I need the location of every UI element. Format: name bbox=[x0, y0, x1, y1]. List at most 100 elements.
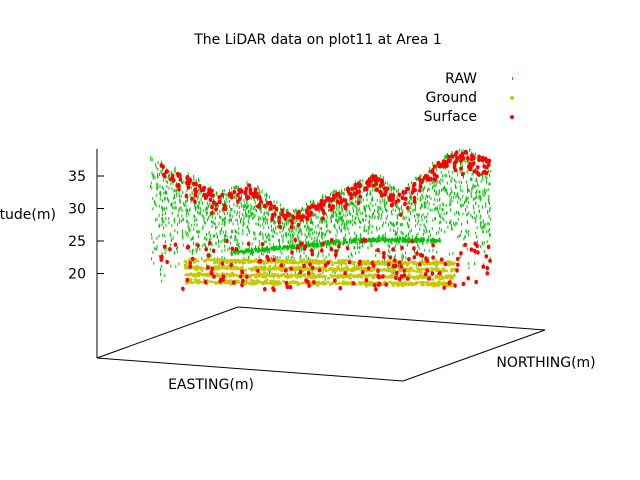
raw-point bbox=[182, 234, 184, 238]
surface-point bbox=[310, 265, 315, 270]
raw-point bbox=[236, 204, 238, 208]
raw-point bbox=[178, 192, 180, 196]
raw-point bbox=[439, 207, 441, 211]
raw-point bbox=[203, 242, 205, 246]
ground-point bbox=[262, 275, 266, 279]
ground-point bbox=[343, 262, 347, 265]
raw-point bbox=[273, 255, 275, 258]
raw-point bbox=[202, 201, 203, 205]
raw-point bbox=[151, 236, 153, 240]
raw-point bbox=[295, 214, 297, 218]
raw-point bbox=[377, 216, 379, 220]
raw-point bbox=[384, 258, 385, 262]
raw-point bbox=[335, 218, 337, 222]
surface-point bbox=[460, 172, 465, 177]
raw-point bbox=[467, 187, 468, 191]
raw-point bbox=[358, 219, 360, 223]
raw-point bbox=[398, 209, 400, 213]
raw-point bbox=[394, 249, 396, 252]
raw-point bbox=[454, 178, 456, 182]
raw-point bbox=[186, 211, 188, 215]
raw-point bbox=[365, 204, 367, 208]
raw-point bbox=[155, 163, 157, 167]
raw-point bbox=[356, 246, 358, 250]
raw-point bbox=[480, 179, 482, 183]
raw-point bbox=[343, 197, 344, 201]
raw-point bbox=[353, 239, 355, 242]
raw-point bbox=[410, 228, 412, 232]
raw-point bbox=[328, 241, 330, 245]
raw-point bbox=[318, 210, 320, 214]
raw-point bbox=[322, 232, 324, 235]
raw-point bbox=[301, 244, 303, 248]
raw-point bbox=[206, 238, 208, 241]
surface-point bbox=[394, 270, 399, 276]
surface-point bbox=[317, 268, 322, 273]
raw-point bbox=[151, 233, 153, 237]
raw-point bbox=[346, 219, 348, 223]
raw-point bbox=[228, 220, 230, 224]
raw-point bbox=[461, 230, 462, 233]
ground-point bbox=[212, 261, 216, 265]
surface-point bbox=[425, 258, 430, 263]
surface-point bbox=[325, 196, 329, 202]
raw-point bbox=[417, 197, 419, 201]
raw-point bbox=[448, 170, 450, 174]
raw-point bbox=[205, 206, 207, 210]
surface-point bbox=[384, 186, 388, 192]
raw-point bbox=[468, 229, 470, 233]
raw-point bbox=[238, 250, 241, 253]
raw-point bbox=[435, 190, 437, 194]
raw-point bbox=[167, 176, 169, 180]
raw-point bbox=[395, 240, 397, 243]
raw-point bbox=[369, 225, 371, 229]
raw-point bbox=[348, 219, 350, 223]
raw-point bbox=[209, 247, 211, 251]
raw-point bbox=[280, 211, 282, 215]
raw-point bbox=[344, 241, 346, 244]
surface-point bbox=[266, 257, 271, 262]
surface-point bbox=[170, 173, 175, 178]
raw-point bbox=[376, 228, 378, 232]
surface-point bbox=[260, 242, 265, 247]
raw-point bbox=[206, 263, 208, 267]
raw-point bbox=[391, 242, 393, 245]
raw-point bbox=[257, 185, 259, 189]
raw-point bbox=[435, 180, 437, 184]
raw-point bbox=[387, 265, 389, 269]
raw-point bbox=[234, 235, 236, 238]
raw-point bbox=[418, 247, 420, 251]
raw-point bbox=[341, 209, 343, 213]
surface-point bbox=[453, 283, 457, 288]
raw-point bbox=[349, 239, 351, 242]
surface-point bbox=[254, 191, 259, 196]
legend-marker-surface bbox=[510, 115, 514, 119]
raw-point bbox=[235, 185, 237, 189]
raw-point bbox=[220, 198, 222, 202]
ground-point bbox=[293, 281, 297, 284]
raw-point bbox=[372, 213, 373, 217]
raw-point bbox=[401, 231, 403, 235]
surface-point bbox=[290, 250, 294, 255]
raw-point bbox=[359, 220, 361, 224]
raw-point bbox=[234, 250, 237, 254]
raw-point bbox=[336, 190, 338, 194]
raw-point bbox=[214, 201, 216, 204]
raw-point bbox=[192, 249, 194, 253]
surface-point bbox=[357, 261, 362, 266]
raw-point bbox=[217, 200, 219, 204]
raw-point bbox=[305, 220, 307, 224]
raw-point bbox=[325, 232, 327, 236]
raw-point bbox=[309, 248, 311, 252]
raw-point bbox=[278, 264, 280, 268]
raw-point bbox=[239, 250, 242, 253]
raw-point bbox=[371, 196, 373, 200]
raw-point bbox=[354, 246, 356, 250]
raw-point bbox=[252, 253, 254, 257]
raw-point bbox=[261, 189, 263, 193]
raw-point bbox=[379, 239, 381, 243]
raw-point bbox=[163, 191, 165, 195]
surface-point bbox=[212, 274, 216, 279]
raw-point bbox=[197, 177, 199, 181]
raw-point bbox=[488, 214, 490, 218]
